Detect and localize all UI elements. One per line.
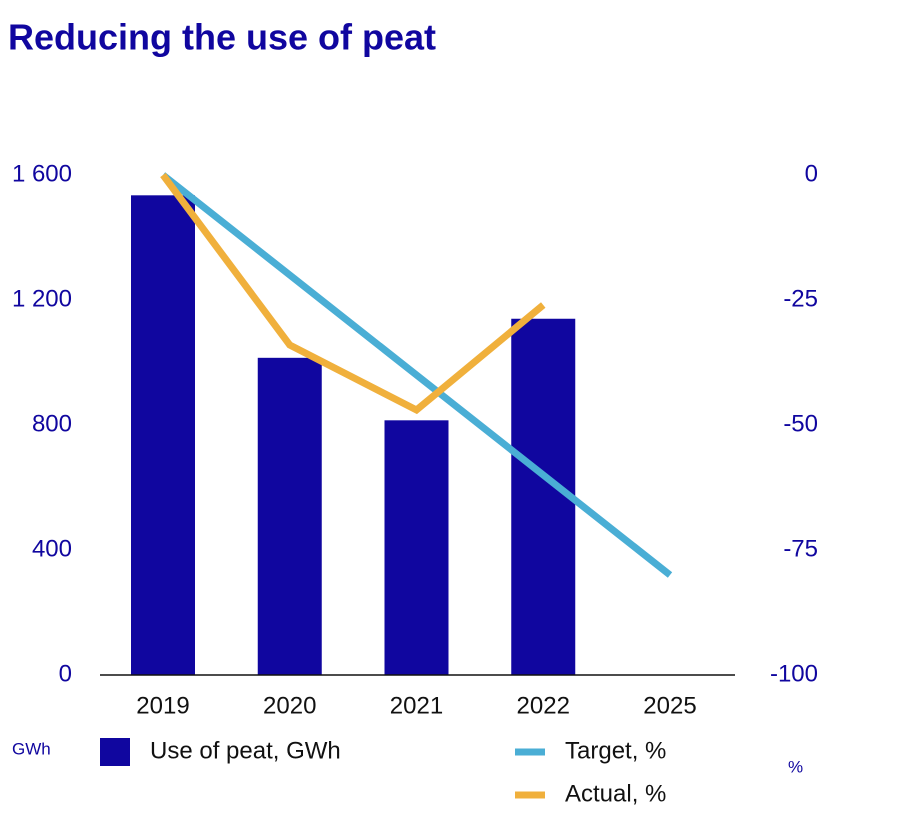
bar xyxy=(511,318,576,675)
bar xyxy=(384,420,449,675)
legend-label: Target, % xyxy=(565,737,666,764)
line-series xyxy=(160,172,673,578)
chart-title: Reducing the use of peat xyxy=(8,17,436,58)
y-tick-label: 0 xyxy=(59,660,72,687)
y2-tick-label: -100 xyxy=(770,660,818,687)
y-tick-label: 1 600 xyxy=(12,160,72,187)
y2-tick-label: -50 xyxy=(783,410,818,437)
x-tick-label: 2025 xyxy=(643,692,696,719)
bar xyxy=(257,357,322,675)
y-tick-label: 800 xyxy=(32,410,72,437)
legend-label: Actual, % xyxy=(565,780,666,807)
y2-axis-unit: % xyxy=(788,757,803,776)
line-series xyxy=(160,172,546,415)
bar xyxy=(131,195,195,675)
y-tick-label: 1 200 xyxy=(12,285,72,312)
x-tick-label: 2021 xyxy=(390,692,443,719)
x-tick-label: 2019 xyxy=(136,692,189,719)
y2-tick-label: -75 xyxy=(783,535,818,562)
x-tick-label: 2022 xyxy=(517,692,570,719)
legend-label: Use of peat, GWh xyxy=(150,737,341,764)
y-tick-label: 400 xyxy=(32,535,72,562)
y-axis-unit: GWh xyxy=(12,739,51,758)
legend-swatch xyxy=(100,738,130,766)
y2-tick-label: -25 xyxy=(783,285,818,312)
y2-tick-label: 0 xyxy=(805,160,818,187)
x-tick-label: 2020 xyxy=(263,692,316,719)
